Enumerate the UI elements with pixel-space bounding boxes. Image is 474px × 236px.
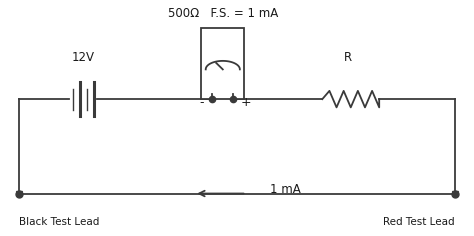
Bar: [201, 28, 244, 99]
Text: R: R: [344, 51, 353, 64]
Text: Black Test Lead: Black Test Lead: [19, 217, 100, 227]
Text: 12V: 12V: [72, 51, 94, 64]
Text: -: -: [200, 96, 204, 109]
Text: +: +: [240, 96, 251, 109]
Text: Red Test Lead: Red Test Lead: [383, 217, 455, 227]
Text: 1 mA: 1 mA: [270, 183, 301, 197]
Text: 500Ω   F.S. = 1 mA: 500Ω F.S. = 1 mA: [168, 7, 278, 20]
